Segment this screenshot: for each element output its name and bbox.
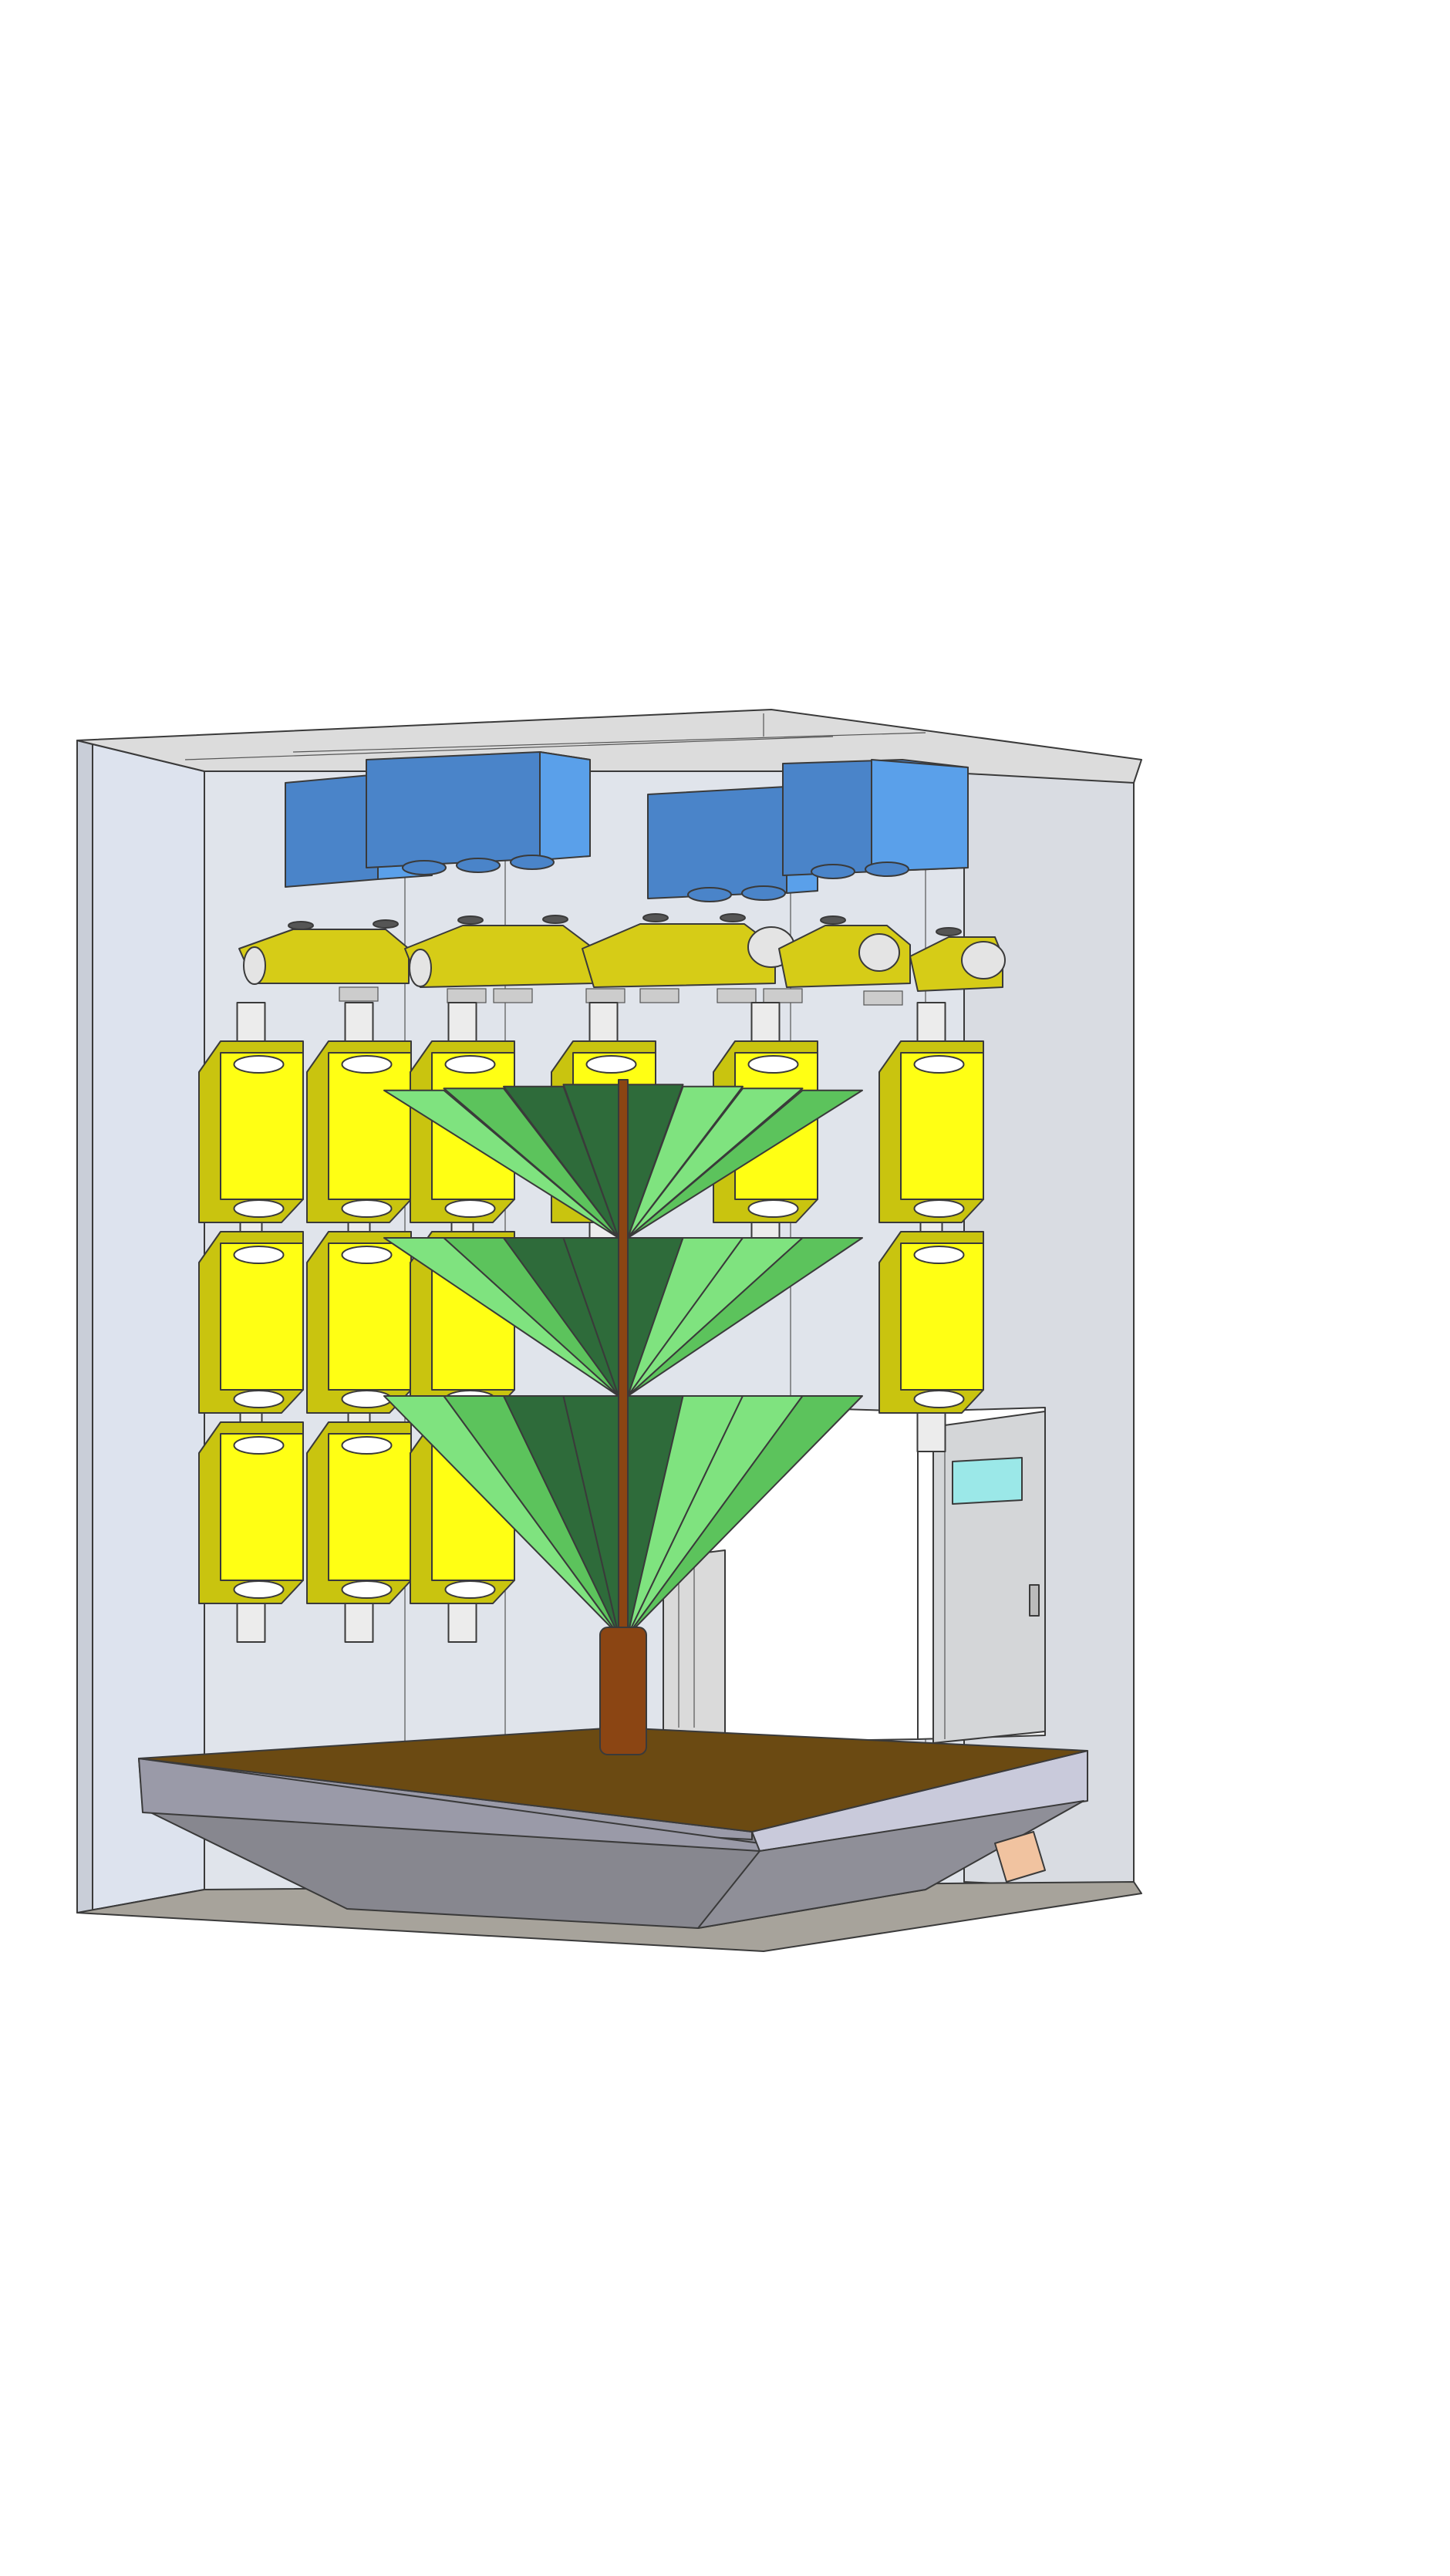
- pipe: [447, 1603, 477, 1643]
- door-window: [952, 1457, 1023, 1505]
- module-face: [328, 1052, 412, 1200]
- module-port: [233, 1390, 285, 1408]
- tree-stem: [618, 1079, 629, 1636]
- leaf-panel: [627, 1089, 863, 1239]
- diffuser: [909, 927, 1006, 992]
- module-port: [341, 1436, 393, 1455]
- module-port: [913, 1199, 965, 1218]
- module-port: [444, 1055, 496, 1074]
- tree-trunk: [599, 1627, 647, 1755]
- ac-unit: [782, 759, 969, 879]
- diffuser: [778, 915, 911, 988]
- planter-base: [138, 1727, 1088, 1929]
- leaf-panel: [627, 1395, 863, 1636]
- module-port: [341, 1390, 393, 1408]
- pipe: [236, 1603, 266, 1643]
- module-port: [341, 1246, 393, 1264]
- leaf-panel: [627, 1237, 863, 1397]
- module-port: [585, 1055, 637, 1074]
- module-port: [233, 1436, 285, 1455]
- module-port: [233, 1199, 285, 1218]
- module-face: [900, 1242, 984, 1391]
- module-port: [341, 1055, 393, 1074]
- ac-units: [285, 751, 969, 902]
- module-port: [233, 1246, 285, 1264]
- pipe: [344, 1603, 374, 1643]
- module-face: [328, 1242, 412, 1391]
- pipe: [916, 1412, 946, 1452]
- module-port: [233, 1580, 285, 1599]
- module-face: [328, 1433, 412, 1581]
- module-port: [913, 1246, 965, 1264]
- tree-model: [383, 1079, 863, 1636]
- ceiling: [76, 709, 1142, 784]
- module-face: [220, 1433, 304, 1581]
- module-port: [444, 1580, 496, 1599]
- module-port: [341, 1199, 393, 1218]
- module-port: [747, 1199, 799, 1218]
- module-face: [220, 1242, 304, 1391]
- module-face: [220, 1052, 304, 1200]
- module-port: [913, 1390, 965, 1408]
- soil: [138, 1727, 1088, 1833]
- module-port: [341, 1580, 393, 1599]
- diffuser: [238, 919, 410, 985]
- module-port: [747, 1055, 799, 1074]
- module-port: [233, 1055, 285, 1074]
- module-port: [913, 1055, 965, 1074]
- left-wall: [76, 740, 205, 1913]
- module-port: [444, 1199, 496, 1218]
- air-diffusers: [238, 913, 1006, 1006]
- diffuser: [582, 913, 795, 988]
- ac-unit: [366, 751, 591, 875]
- door-handle: [1029, 1584, 1040, 1617]
- module-face: [900, 1052, 984, 1200]
